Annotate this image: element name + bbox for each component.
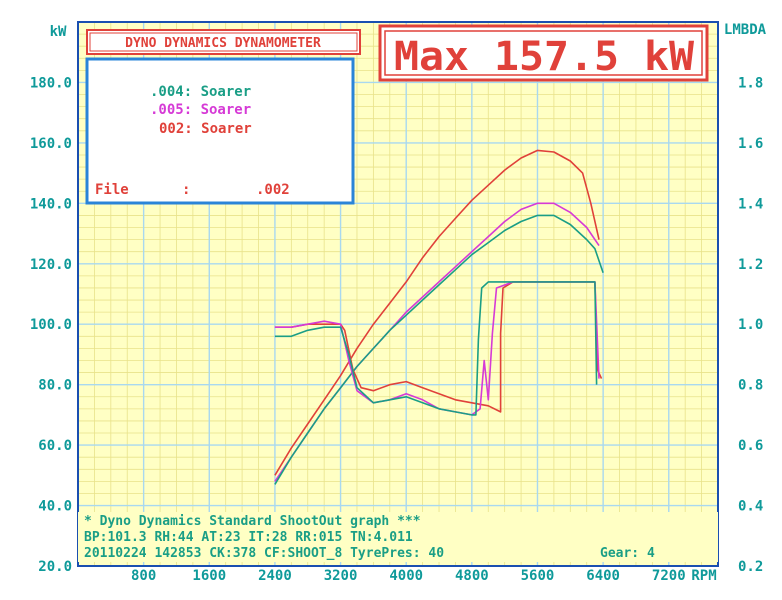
footer-line1: * Dyno Dynamics Standard ShootOut graph … bbox=[84, 514, 421, 529]
legend-entry-002: 002: Soarer bbox=[159, 121, 252, 137]
y-right-tick-label: 1.2 bbox=[738, 257, 763, 273]
x-tick-label: 5600 bbox=[521, 568, 555, 584]
y-right-tick-label: 0.8 bbox=[738, 378, 763, 394]
y-right-tick-label: 0.6 bbox=[738, 438, 763, 454]
x-tick-label: 4000 bbox=[389, 568, 423, 584]
max-power-text: Max 157.5 kW bbox=[394, 34, 695, 80]
x-tick-label: 4800 bbox=[455, 568, 489, 584]
footer-info: * Dyno Dynamics Standard ShootOut graph … bbox=[78, 512, 718, 562]
title-text: DYNO DYNAMICS DYNAMOMETER bbox=[125, 36, 321, 51]
y-left-tick-label: 160.0 bbox=[30, 136, 72, 152]
y-right-tick-label: 1.4 bbox=[738, 196, 763, 212]
y-right-tick-label: 1.6 bbox=[738, 136, 763, 152]
y-left-tick-label: 40.0 bbox=[38, 499, 72, 515]
legend-entry-004: .004: Soarer bbox=[150, 84, 251, 100]
series-power-002 bbox=[274, 149, 600, 476]
plot-border bbox=[77, 21, 719, 567]
file-value: .002 bbox=[256, 182, 290, 198]
y-left-tick-label: 80.0 bbox=[38, 378, 72, 394]
y-right-tick-label: 0.2 bbox=[738, 559, 763, 575]
series-power-004 bbox=[274, 214, 604, 485]
x-tick-label: 1600 bbox=[192, 568, 226, 584]
x-tick-label: 2400 bbox=[258, 568, 292, 584]
x-tick-label: 7200 bbox=[652, 568, 686, 584]
y-right-tick-label: 0.4 bbox=[738, 499, 763, 515]
footer-line2: BP:101.3 RH:44 AT:23 IT:28 RR:015 TN:4.0… bbox=[84, 530, 413, 545]
x-tick-label: 6400 bbox=[586, 568, 620, 584]
y-left-tick-label: 120.0 bbox=[30, 257, 72, 273]
axis-labels: 20.0 40.0 60.0 80.0 100.0 120.0 140.0 160.0 180.… bbox=[30, 22, 767, 584]
y-right-tick-label: 1.0 bbox=[738, 317, 763, 333]
plot-frame bbox=[77, 21, 719, 567]
y-left-tick-label: 180.0 bbox=[30, 75, 72, 91]
x-tick-label: 3200 bbox=[324, 568, 358, 584]
y-left-tick-label: 140.0 bbox=[30, 196, 72, 212]
y-left-tick-label: 20.0 bbox=[38, 559, 72, 575]
legend-entry-005: .005: Soarer bbox=[150, 102, 251, 118]
y-left-tick-label: 100.0 bbox=[30, 317, 72, 333]
y-right-tick-label: 1.8 bbox=[738, 75, 763, 91]
footer-gear: Gear: 4 bbox=[600, 546, 655, 561]
y-left-tick-label: 60.0 bbox=[38, 438, 72, 454]
file-label: File bbox=[95, 182, 129, 198]
y-right-unit: LMBDA bbox=[724, 22, 767, 38]
legend-box: .004: Soarer .005: Soarer 002: Soarer Fi… bbox=[85, 57, 355, 205]
max-power-box: Max 157.5 kW bbox=[378, 24, 709, 82]
footer-line3: 20110224 142853 CK:378 CF:SHOOT_8 TyrePr… bbox=[84, 546, 444, 561]
y-left-unit: kW bbox=[50, 24, 67, 40]
title-box: DYNO DYNAMICS DYNAMOMETER bbox=[86, 29, 361, 55]
x-tick-label: 800 bbox=[131, 568, 156, 584]
series-lambda-004 bbox=[274, 281, 598, 416]
series-lines bbox=[274, 149, 604, 485]
x-unit: RPM bbox=[691, 568, 716, 584]
file-colon: : bbox=[182, 182, 190, 198]
